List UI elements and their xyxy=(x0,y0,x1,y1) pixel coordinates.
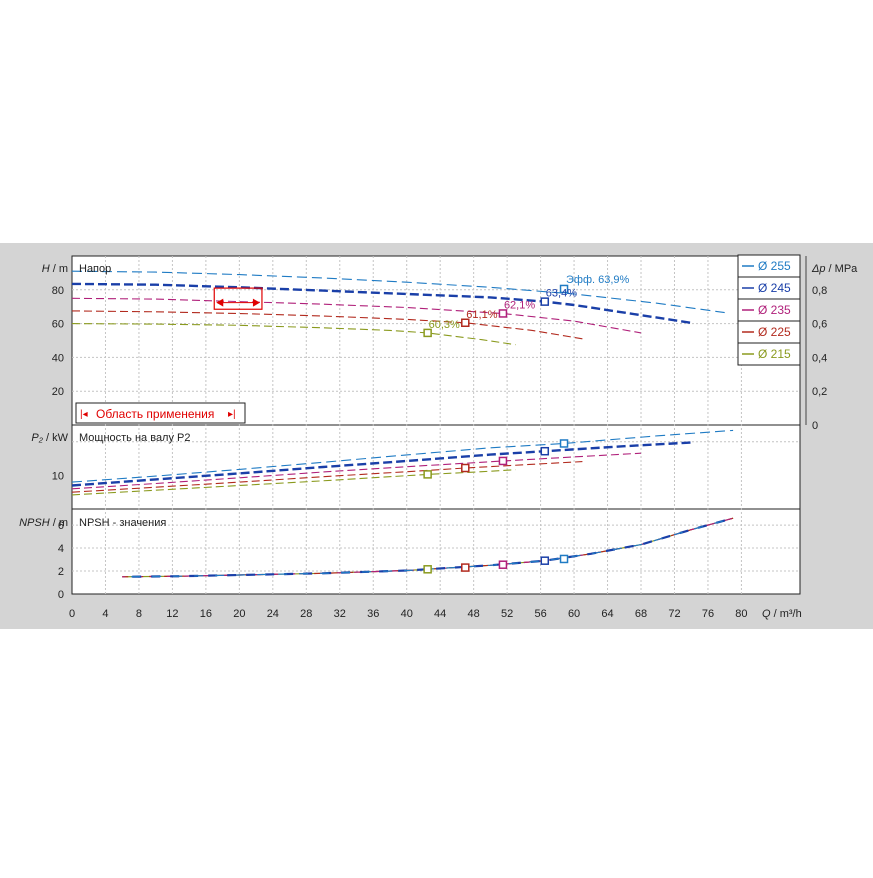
chart-texts: 0 4 8 12 16 20 24 28 32 36 40 44 48 52 56 60 64 68 72 76 80 Q… xyxy=(19,263,858,620)
chart-curves xyxy=(71,270,734,578)
operating-point-marker xyxy=(559,284,569,294)
x-tick-label: 28 xyxy=(300,608,312,620)
x-tick-label: 24 xyxy=(267,608,279,620)
legend-label: Ø 245 xyxy=(758,281,791,295)
right-tick-label: 0,8 xyxy=(812,285,827,297)
legend-item xyxy=(737,342,801,366)
y-tick-label: 20 xyxy=(52,386,64,398)
right-tick-label: 0,2 xyxy=(812,386,827,398)
panel-title-head: Напор xyxy=(79,263,111,275)
npsh-point-marker xyxy=(540,556,550,565)
y-tick-label: 80 xyxy=(52,285,64,297)
legend-label: Ø 235 xyxy=(758,303,791,317)
operating-point-marker xyxy=(540,297,550,306)
plot-panel-2 xyxy=(71,424,801,510)
npsh-point-marker xyxy=(559,554,569,564)
right-tick-label: 0,6 xyxy=(812,319,827,331)
x-tick-label: 72 xyxy=(668,608,680,620)
x-tick-label: 20 xyxy=(233,608,245,620)
range-arrow-icon xyxy=(216,298,224,307)
right-axis-label: Δp / MPa xyxy=(811,263,858,275)
power-point-marker xyxy=(559,439,569,448)
application-range-arrow-left: |◂ xyxy=(80,409,88,420)
x-tick-label: 48 xyxy=(468,608,480,620)
range-arrow-icon xyxy=(252,298,260,307)
x-tick-label: 60 xyxy=(568,608,580,620)
y-axis-label: H / m xyxy=(42,263,68,275)
x-tick-label: 36 xyxy=(367,608,379,620)
power-curve-line xyxy=(71,441,692,487)
application-range-label: Область применения xyxy=(96,407,214,421)
head-curve-line xyxy=(71,297,642,334)
power-curve-line xyxy=(71,469,516,496)
npsh-curve-line xyxy=(122,517,734,578)
legend-label: Ø 225 xyxy=(758,325,791,339)
y-axis-label: NPSH / m xyxy=(19,517,68,529)
chart-panels xyxy=(71,255,801,595)
x-tick-label: 80 xyxy=(735,608,747,620)
y-tick-label: 60 xyxy=(52,319,64,331)
x-tick-label: 8 xyxy=(136,608,142,620)
operating-point-marker xyxy=(461,318,470,328)
power-point-marker xyxy=(461,463,470,473)
x-tick-label: 4 xyxy=(102,608,108,620)
head-curve-line xyxy=(71,323,516,346)
legend-label: Ø 255 xyxy=(758,259,791,273)
efficiency-label: 62,1% xyxy=(504,299,535,311)
x-tick-label: 32 xyxy=(334,608,346,620)
y-axis-label: P₂ / kW xyxy=(31,432,68,444)
application-range-region xyxy=(213,287,263,310)
application-range-box xyxy=(75,402,246,424)
panel-title-npsh: NPSH - значения xyxy=(79,517,166,529)
right-tick-label: 0,4 xyxy=(812,352,827,364)
x-tick-label: 64 xyxy=(601,608,613,620)
efficiency-label: 61,1% xyxy=(466,309,497,321)
plot-panel-1 xyxy=(71,255,801,426)
power-point-marker xyxy=(540,446,550,456)
x-tick-label: 12 xyxy=(166,608,178,620)
x-tick-label: 68 xyxy=(635,608,647,620)
chart-legend: Ø 255 Ø 245 Ø 235 Ø 225 Ø 215 xyxy=(737,254,801,366)
power-curve-line xyxy=(71,452,642,490)
x-axis-label: Q / m³/h xyxy=(762,608,802,620)
y-tick-label: 0 xyxy=(58,589,64,601)
npsh-point-marker xyxy=(498,560,508,569)
npsh-point-marker xyxy=(423,565,432,574)
efficiency-label: Эфф. 63,9% xyxy=(566,274,630,286)
power-point-marker xyxy=(423,470,432,479)
x-tick-label: 16 xyxy=(200,608,212,620)
x-tick-label: 76 xyxy=(702,608,714,620)
head-curve-line xyxy=(71,282,692,324)
power-curve-line xyxy=(71,461,583,493)
y-tick-label: 4 xyxy=(58,543,64,555)
application-range-arrow-right: ▸| xyxy=(228,409,236,420)
legend-label: Ø 215 xyxy=(758,347,791,361)
y-tick-label: 6 xyxy=(58,520,64,532)
head-curve-line xyxy=(71,270,725,314)
operating-point-marker xyxy=(498,309,508,318)
power-point-marker xyxy=(498,456,508,466)
plot-panel-3 xyxy=(71,508,801,595)
chart-grid xyxy=(72,256,807,594)
x-tick-label: 44 xyxy=(434,608,446,620)
y-tick-label: 2 xyxy=(58,566,64,578)
right-tick-label: 0 xyxy=(812,420,818,432)
power-curve-line xyxy=(71,429,734,483)
efficiency-label: 60,3% xyxy=(429,319,460,331)
x-tick-label: 0 xyxy=(69,608,75,620)
y-tick-label: 10 xyxy=(52,470,64,482)
panel-title-power: Мощность на валу P2 xyxy=(79,432,191,444)
x-tick-label: 40 xyxy=(401,608,413,620)
x-tick-label: 52 xyxy=(501,608,513,620)
y-tick-label: 40 xyxy=(52,352,64,364)
npsh-point-marker xyxy=(461,563,470,572)
efficiency-label: 63,4% xyxy=(546,288,577,300)
x-tick-label: 56 xyxy=(534,608,546,620)
head-curve-line xyxy=(71,310,583,340)
operating-point-marker xyxy=(423,328,432,338)
